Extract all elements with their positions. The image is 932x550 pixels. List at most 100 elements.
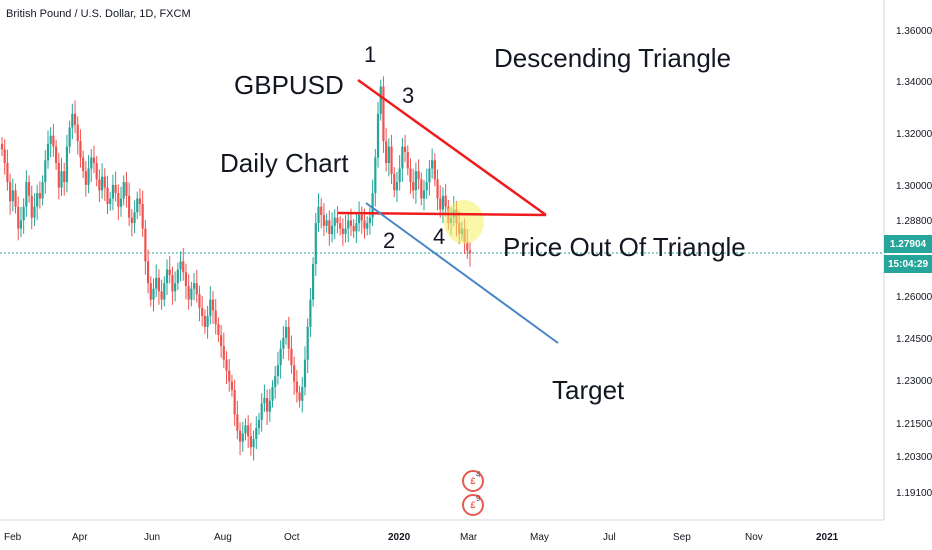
candle-body — [261, 403, 263, 419]
annotation-daily-chart: Daily Chart — [220, 150, 349, 176]
candle-body — [358, 215, 360, 223]
price-tick: 1.26000 — [896, 292, 932, 303]
candle-body — [390, 147, 392, 174]
candle-body — [401, 147, 403, 169]
candle-body — [339, 223, 341, 228]
annotation-point-1: 1 — [364, 44, 376, 66]
candle-body — [271, 387, 273, 401]
candle-body — [185, 272, 187, 286]
candle-body — [326, 220, 328, 225]
candle-body — [6, 163, 8, 182]
candle-body — [131, 218, 133, 223]
candle-body — [231, 382, 233, 390]
news-event-icon[interactable]: £ — [462, 470, 484, 492]
candle-body — [215, 311, 217, 325]
candle-body — [150, 283, 152, 299]
candle-body — [109, 199, 111, 204]
candle-body — [23, 207, 25, 221]
candle-body — [12, 190, 14, 201]
candle-body — [96, 163, 98, 179]
price-tick: 1.23000 — [896, 376, 932, 387]
time-tick: Nov — [745, 532, 763, 543]
candle-body — [317, 207, 319, 223]
candle-body — [280, 349, 282, 365]
drawings-layer — [338, 80, 558, 343]
candle-body — [177, 270, 179, 284]
candle-body — [136, 199, 138, 213]
time-tick: Mar — [460, 532, 477, 543]
candle-body — [434, 160, 436, 179]
time-tick: Feb — [4, 532, 21, 543]
candle-body — [393, 174, 395, 190]
candle-body — [288, 327, 290, 349]
candle-body — [163, 283, 165, 299]
candle-body — [266, 398, 268, 412]
candle-body — [120, 199, 122, 207]
symbol-info: British Pound / U.S. Dollar, 1D, FXCM — [6, 8, 191, 20]
candle-body — [79, 141, 81, 157]
candle-body — [426, 182, 428, 190]
candle-body — [33, 207, 35, 218]
triangle-support-line — [338, 213, 546, 215]
candle-body — [1, 144, 3, 149]
candle-body — [158, 278, 160, 292]
time-tick: Jun — [144, 532, 160, 543]
candle-body — [55, 147, 57, 163]
candle-body — [382, 87, 384, 142]
candle-body — [220, 335, 222, 346]
candle-body — [52, 136, 54, 147]
time-tick: 2021 — [816, 532, 838, 543]
candle-body — [380, 87, 382, 114]
candle-body — [133, 212, 135, 223]
candle-body — [388, 147, 390, 163]
candle-body — [77, 125, 79, 141]
candle-body — [142, 204, 144, 229]
candle-body — [353, 226, 355, 231]
news-event-icon[interactable]: £ — [462, 494, 484, 516]
news-badge-count: 4 — [476, 470, 480, 479]
candle-body — [28, 182, 30, 196]
candle-body — [101, 177, 103, 191]
candle-body — [252, 439, 254, 447]
candle-body — [166, 270, 168, 284]
candle-body — [225, 360, 227, 371]
candle-body — [385, 141, 387, 163]
candle-body — [179, 261, 181, 269]
candle-body — [274, 376, 276, 387]
candle-body — [396, 182, 398, 190]
candle-body — [404, 147, 406, 152]
price-tick: 1.36000 — [896, 26, 932, 37]
candle-body — [282, 338, 284, 349]
candle-body — [74, 114, 76, 125]
candle-body — [144, 229, 146, 262]
current-price-tag: 1.27904 — [884, 235, 932, 253]
candle-body — [228, 371, 230, 382]
price-tick: 1.19100 — [896, 488, 932, 499]
candle-body — [63, 171, 65, 182]
candle-body — [182, 261, 184, 272]
candle-body — [106, 188, 108, 204]
candle-body — [301, 387, 303, 401]
time-tick: May — [530, 532, 549, 543]
candle-body — [244, 425, 246, 433]
candle-body — [269, 401, 271, 412]
candle-body — [20, 220, 22, 228]
candle-body — [188, 286, 190, 300]
time-tick: Oct — [284, 532, 300, 543]
candle-body — [47, 144, 49, 160]
candle-body — [418, 171, 420, 179]
candle-body — [436, 179, 438, 198]
candle-body — [58, 163, 60, 188]
candle-body — [201, 308, 203, 316]
annotation-descending-triangle: Descending Triangle — [494, 45, 731, 71]
price-tick: 1.20300 — [896, 452, 932, 463]
candle-body — [190, 289, 192, 300]
candle-body — [428, 168, 430, 182]
candle-body — [209, 300, 211, 316]
candle-body — [439, 199, 441, 210]
candle-body — [115, 185, 117, 193]
candle-body — [350, 220, 352, 225]
candle-body — [152, 289, 154, 300]
